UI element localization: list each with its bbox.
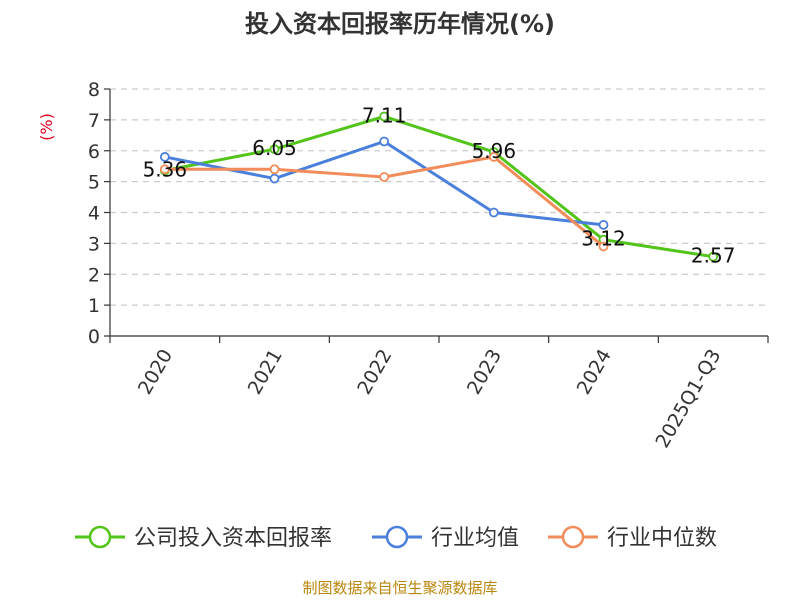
chart-title: 投入资本回报率历年情况(%): [245, 10, 555, 38]
y-tick-label: 1: [88, 295, 100, 317]
series-line-1: [164, 139, 604, 227]
x-tick-label: 2020: [134, 346, 177, 399]
series-line-0: [164, 114, 714, 259]
series-1-point: [488, 207, 499, 218]
y-tick-label: 8: [88, 79, 100, 101]
legend-label: 行业中位数: [607, 526, 717, 551]
y-tick-label: 3: [88, 233, 100, 255]
y-tick-labels: 0 1 2 3 4 5 6 7 8: [88, 79, 100, 348]
x-tick-label: 2022: [353, 346, 396, 399]
legend-marker: [385, 525, 409, 549]
data-label: 3.12: [581, 227, 626, 251]
data-label: 6.05: [252, 136, 297, 160]
source-note: 制图数据来自恒生聚源数据库: [302, 579, 497, 597]
y-tick-label: 6: [88, 141, 100, 163]
legend: 公司投入资本回报率 行业均值 行业中位数: [75, 525, 717, 551]
data-label: 7.11: [362, 103, 407, 127]
axes: [104, 88, 769, 343]
series-2-point: [159, 164, 170, 175]
x-tick-label: 2024: [573, 346, 616, 399]
series-2-point: [488, 152, 499, 162]
series-0-point: [269, 144, 280, 155]
series-group: [159, 111, 719, 262]
legend-label: 行业均值: [431, 526, 519, 551]
legend-label: 公司投入资本回报率: [134, 526, 332, 551]
series-2-point: [269, 164, 280, 175]
legend-marker: [561, 525, 585, 549]
data-labels: 5.36 6.05 7.11 5.96 3.12 2.57: [143, 103, 736, 267]
data-label: 5.96: [472, 139, 517, 163]
series-1-point: [159, 152, 170, 162]
data-label: 2.57: [691, 244, 736, 268]
y-tick-label: 5: [88, 172, 100, 194]
y-tick-label: 2: [88, 264, 100, 286]
y-axis-label: (%): [37, 113, 56, 141]
series-0-point: [708, 251, 719, 262]
x-tick-label: 2025Q1-Q3: [651, 346, 725, 452]
series-1-point: [379, 136, 390, 147]
series-0-point: [379, 111, 390, 122]
gridlines: [110, 88, 768, 306]
series-2-point: [379, 172, 390, 182]
legend-marker: [88, 525, 112, 549]
series-1-point: [598, 219, 609, 230]
y-tick-label: 0: [88, 326, 100, 348]
y-tick-label: 4: [88, 203, 100, 225]
data-label: 5.36: [143, 158, 188, 182]
series-line-2: [164, 155, 605, 248]
x-tick-labels: 2020 2021 2022 2023 2024 2025Q1-Q3: [134, 346, 726, 452]
y-tick-label: 7: [88, 110, 100, 132]
series-2-point: [598, 241, 609, 252]
x-tick-label: 2023: [463, 346, 506, 399]
x-tick-label: 2021: [244, 346, 287, 399]
series-1-point: [269, 173, 280, 184]
